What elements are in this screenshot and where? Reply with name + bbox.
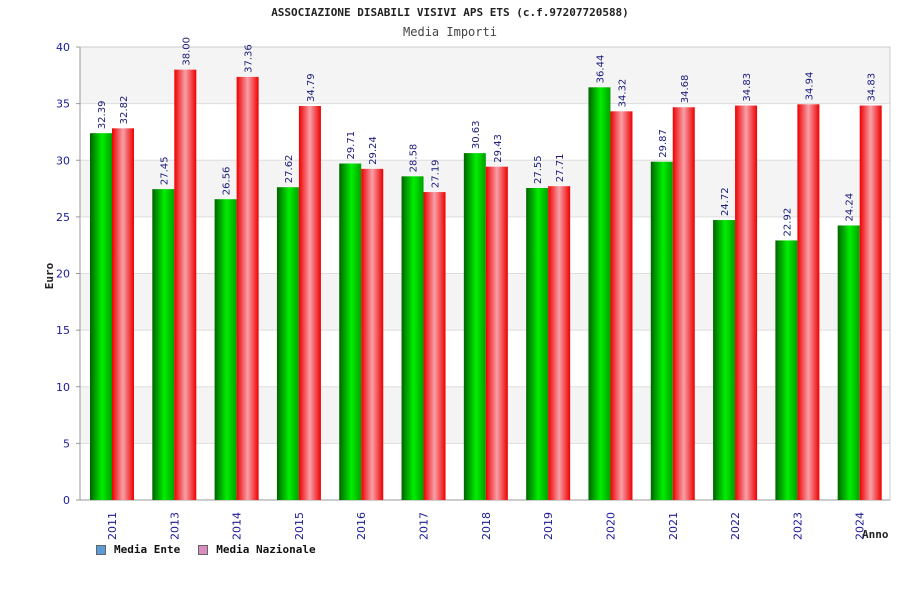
bar-nazionale-2022 <box>735 105 758 501</box>
bar-ente-2016 <box>339 163 362 501</box>
x-tick-label: 2013 <box>168 512 181 540</box>
value-label: 32.82 <box>119 96 130 125</box>
bar-ente-2022 <box>713 220 736 500</box>
bar-ente-2023 <box>775 240 798 500</box>
value-label: 34.32 <box>617 79 628 108</box>
y-tick-label: 30 <box>56 154 70 167</box>
value-label: 26.56 <box>222 167 233 196</box>
value-label: 24.72 <box>720 187 731 216</box>
x-tick-label: 2023 <box>791 512 804 540</box>
y-tick-label: 25 <box>56 211 70 224</box>
y-tick-label: 0 <box>63 494 70 507</box>
bar-ente-2020 <box>588 87 611 500</box>
x-tick-label: 2015 <box>293 512 306 540</box>
value-label: 37.36 <box>244 44 255 73</box>
value-label: 36.44 <box>595 55 606 84</box>
value-labels: 32.39 32.82 27.45 38.00 26.56 37.36 27.62 34.79… <box>97 37 878 236</box>
value-label: 32.39 <box>97 101 108 130</box>
value-label: 34.79 <box>306 73 317 102</box>
value-label: 29.43 <box>493 134 504 163</box>
y-tick-label: 5 <box>63 437 70 450</box>
chart-subtitle: Media Importi <box>403 25 497 39</box>
bar-ente-2011 <box>90 133 112 501</box>
legend-label-ente: Media Ente <box>114 543 181 556</box>
bar-nazionale-2020 <box>610 111 633 501</box>
bar-nazionale-2018 <box>485 166 508 500</box>
bars <box>90 69 882 501</box>
value-label: 27.55 <box>533 155 544 184</box>
chart-title: ASSOCIAZIONE DISABILI VISIVI APS ETS (c.… <box>271 6 629 19</box>
value-label: 29.24 <box>368 136 379 165</box>
value-label: 29.87 <box>658 129 669 158</box>
bar-nazionale-2017 <box>423 192 446 501</box>
value-label: 34.83 <box>742 73 753 102</box>
value-label: 27.45 <box>159 156 170 185</box>
bar-ente-2021 <box>650 161 673 501</box>
grid-band <box>80 47 890 104</box>
bar-nazionale-2015 <box>298 106 321 501</box>
bar-nazionale-2023 <box>797 104 820 500</box>
x-tick-label: 2017 <box>418 512 431 540</box>
value-label: 34.68 <box>680 75 691 104</box>
legend: Media Ente Media Nazionale <box>96 543 316 556</box>
x-tick-label: 2018 <box>480 512 493 540</box>
y-tick-label: 20 <box>56 268 70 281</box>
bar-ente-2017 <box>401 176 424 501</box>
legend-label-nazionale: Media Nazionale <box>216 543 316 556</box>
x-tick-label: 2014 <box>231 512 244 540</box>
value-label: 29.71 <box>346 131 357 160</box>
x-tick-label: 2022 <box>729 512 742 540</box>
x-tick-label: 2024 <box>854 512 867 540</box>
bar-nazionale-2013 <box>174 69 197 501</box>
bar-nazionale-2011 <box>112 128 134 500</box>
x-tick-label: 2020 <box>604 512 617 540</box>
bar-nazionale-2016 <box>361 168 384 500</box>
y-tick-label: 35 <box>56 98 70 111</box>
value-label: 24.24 <box>845 193 856 222</box>
bar-ente-2024 <box>837 225 860 500</box>
bar-nazionale-2019 <box>548 186 571 500</box>
value-label: 30.63 <box>471 120 482 149</box>
value-label: 28.58 <box>409 144 420 173</box>
x-tick-label: 2019 <box>542 512 555 540</box>
grid-band <box>80 103 890 161</box>
value-label: 38.00 <box>181 37 192 66</box>
x-tick-label: 2016 <box>355 512 368 540</box>
bar-ente-2015 <box>276 187 299 501</box>
bar-ente-2019 <box>526 187 549 500</box>
bar-ente-2014 <box>214 199 237 500</box>
value-label: 27.71 <box>555 154 566 183</box>
y-tick-label: 40 <box>56 41 70 54</box>
bar-nazionale-2021 <box>672 107 695 501</box>
y-axis-label: Euro <box>43 262 56 289</box>
value-label: 27.62 <box>284 155 295 184</box>
x-tick-label: 2011 <box>106 512 119 540</box>
y-tick-label: 10 <box>56 381 70 394</box>
bar-nazionale-2024 <box>859 105 882 501</box>
legend-item-ente: Media Ente <box>96 543 180 556</box>
value-label: 22.92 <box>782 208 793 237</box>
x-axis-label: Anno <box>862 528 889 541</box>
value-label: 27.19 <box>431 159 442 188</box>
value-label: 34.94 <box>804 72 815 101</box>
bar-nazionale-2014 <box>236 76 259 500</box>
legend-swatch-nazionale <box>198 544 209 555</box>
y-tick-label: 15 <box>56 324 70 337</box>
bar-ente-2013 <box>152 189 175 500</box>
bar-ente-2018 <box>463 153 486 501</box>
legend-item-nazionale: Media Nazionale <box>198 543 316 556</box>
legend-swatch-ente <box>96 544 106 555</box>
x-tick-label: 2021 <box>667 512 680 540</box>
value-label: 34.83 <box>867 73 878 102</box>
